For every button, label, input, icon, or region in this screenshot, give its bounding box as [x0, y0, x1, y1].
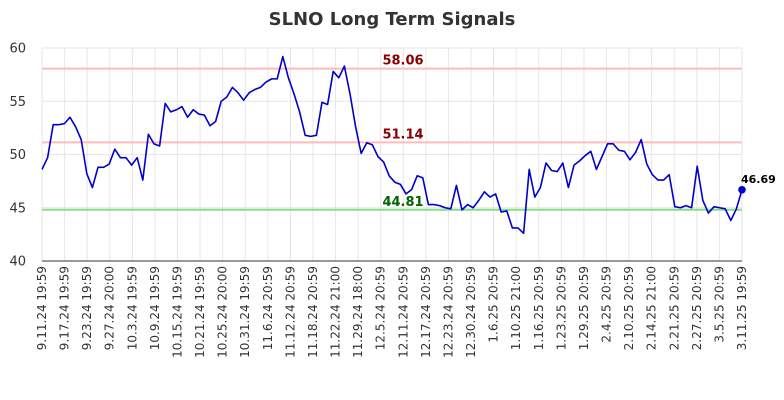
x-tick-label: 12.11.24 20:59	[396, 266, 410, 358]
x-tick-label: 12.23.24 20:59	[441, 266, 455, 358]
x-tick-label: 9.27.24 20:00	[103, 266, 117, 350]
x-tick-label: 11.22.24 21:00	[329, 266, 343, 358]
y-tick-label: 60	[9, 42, 26, 57]
x-tick-label: 1.10.25 21:00	[509, 266, 523, 350]
x-tick-label: 10.21.24 19:59	[193, 266, 207, 358]
x-tick-label: 10.9.24 19:59	[148, 266, 162, 350]
x-tick-label: 2.27.25 20:59	[690, 266, 704, 350]
signal-level-label: 44.81	[382, 195, 423, 210]
x-tick-label: 3.11.25 19:59	[735, 266, 749, 350]
signal-levels: 58.06 51.14 44.81	[42, 54, 742, 211]
x-tick-label: 1.23.25 20:59	[554, 266, 568, 350]
x-axis: 9.11.24 19:59 9.17.24 19:59 9.23.24 19:59 9…	[35, 260, 749, 358]
x-tick-label: 1.6.25 20:59	[487, 266, 501, 343]
x-tick-label: 1.29.25 20:59	[577, 266, 591, 350]
series-layer: 46.69	[41, 55, 776, 235]
signal-level-label: 51.14	[382, 127, 423, 142]
y-tick-label: 45	[9, 201, 26, 216]
x-tick-label: 10.25.24 20:00	[216, 266, 230, 358]
y-tick-label: 40	[9, 255, 26, 270]
x-tick-label: 2.4.25 20:59	[600, 266, 614, 343]
x-tick-label: 11.29.24 18:00	[351, 266, 365, 358]
x-tick-label: 3.5.25 20:59	[712, 266, 726, 343]
x-tick-label: 11.18.24 20:59	[306, 266, 320, 358]
last-value-point	[738, 185, 746, 194]
x-tick-label: 1.16.25 20:59	[532, 266, 546, 350]
x-tick-label: 10.15.24 19:59	[170, 266, 184, 358]
y-tick-label: 55	[9, 95, 26, 110]
grid	[41, 47, 743, 262]
x-tick-label: 9.17.24 19:59	[58, 266, 72, 350]
x-tick-label: 10.31.24 19:59	[238, 266, 252, 358]
x-tick-label: 12.17.24 20:59	[419, 266, 433, 358]
y-tick-label: 50	[9, 148, 26, 163]
x-tick-label: 2.21.25 20:59	[667, 266, 681, 350]
x-tick-label: 11.12.24 20:59	[283, 266, 297, 358]
x-tick-label: 12.30.24 20:59	[464, 266, 478, 358]
x-tick-label: 10.3.24 19:59	[125, 266, 139, 350]
signal-level-label: 58.06	[382, 54, 423, 69]
x-tick-label: 2.14.25 21:00	[645, 266, 659, 350]
price-series-line	[41, 55, 743, 235]
chart-title: SLNO Long Term Signals	[269, 9, 516, 30]
x-tick-label: 9.11.24 19:59	[35, 266, 49, 350]
x-tick-label: 11.6.24 20:59	[261, 266, 275, 350]
x-tick-label: 2.10.25 20:59	[622, 266, 636, 350]
last-value-label: 46.69	[741, 173, 776, 186]
y-axis: 40 45 50 55 60	[9, 42, 26, 270]
x-tick-label: 9.23.24 19:59	[80, 266, 94, 350]
x-tick-label: 12.5.24 20:59	[374, 266, 388, 350]
